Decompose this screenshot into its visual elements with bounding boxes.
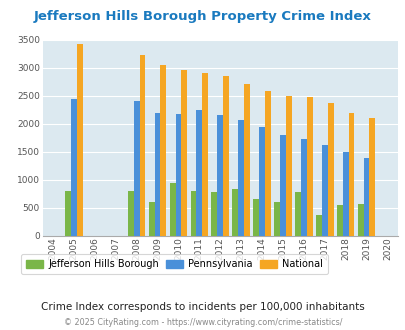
Text: © 2025 CityRating.com - https://www.cityrating.com/crime-statistics/: © 2025 CityRating.com - https://www.city… (64, 318, 341, 327)
Bar (336, 205, 342, 236)
Bar (196, 110, 202, 236)
Bar (202, 73, 208, 236)
Bar (327, 103, 333, 236)
Bar (348, 113, 354, 236)
Bar (264, 91, 270, 236)
Text: Jefferson Hills Borough Property Crime Index: Jefferson Hills Borough Property Crime I… (34, 10, 371, 23)
Bar (258, 127, 264, 236)
Bar (294, 192, 300, 236)
Bar (175, 114, 181, 236)
Bar (363, 158, 369, 236)
Bar (139, 55, 145, 236)
Bar (154, 113, 160, 236)
Bar (306, 97, 312, 236)
Legend: Jefferson Hills Borough, Pennsylvania, National: Jefferson Hills Borough, Pennsylvania, N… (21, 254, 327, 274)
Bar (190, 191, 196, 236)
Bar (181, 70, 187, 236)
Bar (253, 199, 258, 236)
Bar (160, 65, 166, 236)
Bar (342, 152, 348, 236)
Bar (77, 44, 83, 236)
Bar (133, 101, 139, 236)
Bar (217, 115, 223, 236)
Bar (315, 214, 321, 236)
Bar (211, 192, 217, 236)
Bar (300, 140, 306, 236)
Bar (369, 117, 374, 236)
Bar (321, 145, 327, 236)
Bar (65, 191, 71, 236)
Bar (223, 76, 228, 236)
Bar (243, 84, 249, 236)
Bar (232, 189, 238, 236)
Bar (71, 98, 77, 236)
Bar (238, 119, 243, 236)
Bar (148, 202, 154, 236)
Bar (169, 183, 175, 236)
Bar (285, 96, 291, 236)
Bar (279, 135, 285, 236)
Bar (128, 191, 133, 236)
Bar (357, 204, 363, 236)
Text: Crime Index corresponds to incidents per 100,000 inhabitants: Crime Index corresponds to incidents per… (41, 302, 364, 312)
Bar (273, 202, 279, 236)
